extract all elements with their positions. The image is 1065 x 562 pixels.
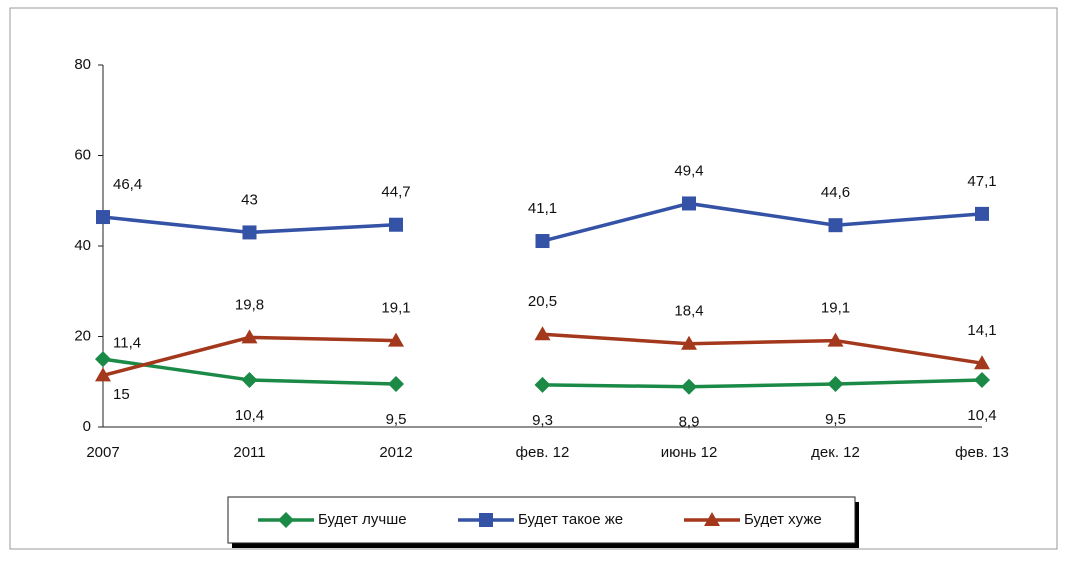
y-tick-label: 0 [83,418,91,435]
data-label: 43 [241,191,258,208]
data-label: 9,5 [386,411,407,428]
x-tick-label: июнь 12 [661,444,718,461]
marker [241,371,258,388]
data-label: 41,1 [528,200,557,217]
y-tick-label: 60 [74,146,91,163]
marker [479,513,493,527]
data-label: 10,4 [967,407,996,424]
chart-frame [9,7,1058,550]
marker [534,376,551,393]
legend-label: Будет хуже [744,511,822,528]
marker [278,512,294,528]
legend [227,496,856,544]
x-tick-label: 2012 [379,444,412,461]
y-tick-label: 80 [74,56,91,73]
marker [974,355,990,370]
data-label: 9,3 [532,412,553,429]
x-tick-label: фев. 13 [955,444,1009,461]
x-tick-label: дек. 12 [811,444,860,461]
marker [242,225,257,240]
marker [388,332,404,347]
data-label: 46,4 [113,176,142,193]
x-tick-label: фев. 12 [516,444,570,461]
marker [682,196,696,211]
legend-label: Будет лучше [318,511,407,528]
marker [975,206,989,221]
marker [241,329,258,344]
data-label: 14,1 [967,322,996,339]
data-label: 10,4 [235,407,264,424]
marker [974,371,990,388]
data-label: 8,9 [679,414,700,431]
data-label: 19,8 [235,296,264,313]
marker [95,367,111,382]
x-tick-label: 2007 [86,444,119,461]
y-tick-label: 20 [74,327,91,344]
marker [535,234,550,249]
data-label: 11,4 [113,334,141,351]
marker [96,210,110,225]
marker [827,376,844,393]
data-label: 44,6 [821,184,850,201]
data-label: 20,5 [528,293,557,310]
data-label: 49,4 [674,162,703,179]
data-label: 44,7 [381,184,410,201]
marker [534,326,551,341]
marker [827,332,844,347]
marker [704,512,720,526]
data-label: 15 [113,386,130,403]
legend-label: Будет такое же [518,511,623,528]
marker [388,376,404,393]
data-label: 19,1 [381,300,410,317]
marker [681,335,697,350]
data-label: 47,1 [967,173,996,190]
y-tick-label: 40 [74,237,91,254]
data-label: 19,1 [821,300,850,317]
marker [681,378,697,395]
marker [828,218,843,233]
marker [95,351,111,368]
data-label: 9,5 [825,411,846,428]
x-tick-label: 2011 [233,444,265,461]
marker [389,217,403,232]
data-label: 18,4 [674,303,703,320]
